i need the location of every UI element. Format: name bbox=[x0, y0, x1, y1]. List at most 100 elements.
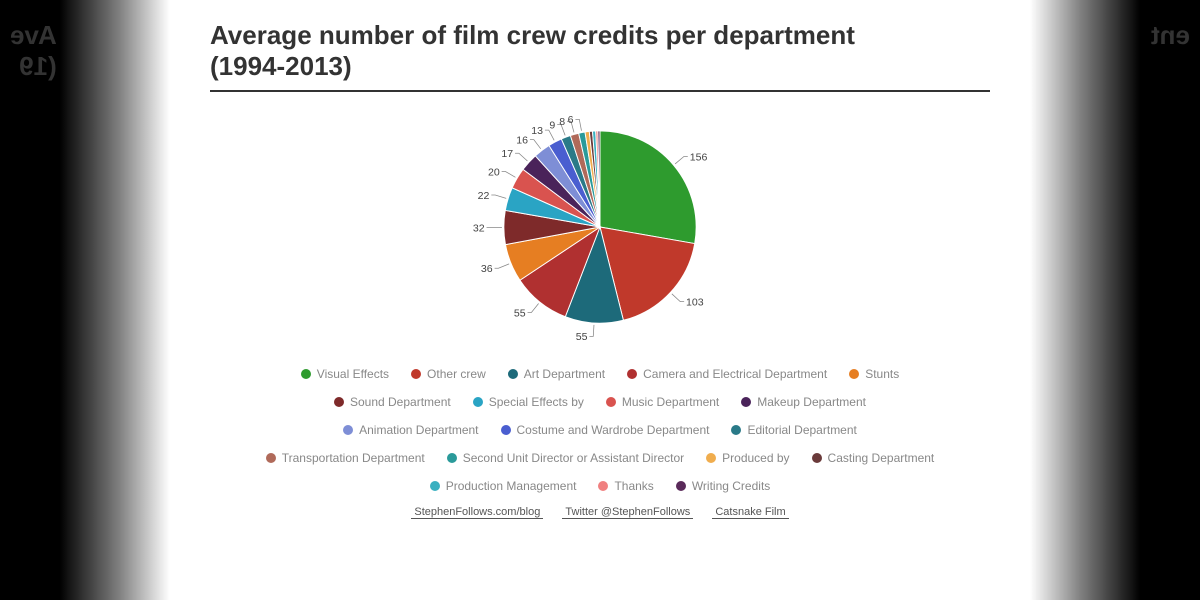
legend-item: Art Department bbox=[508, 362, 605, 386]
legend-label: Art Department bbox=[524, 362, 605, 386]
legend-label: Animation Department bbox=[359, 418, 478, 442]
slice-value-label: 8 bbox=[559, 117, 565, 129]
leader-line bbox=[575, 120, 581, 131]
leader-line bbox=[675, 157, 688, 164]
legend-swatch bbox=[741, 397, 751, 407]
legend-item: Costume and Wardrobe Department bbox=[501, 418, 710, 442]
legend-row: Transportation Department Second Unit Dir… bbox=[210, 446, 990, 470]
mirror-text-right: ent bbox=[1151, 20, 1190, 51]
legend-label: Visual Effects bbox=[317, 362, 389, 386]
legend-swatch bbox=[598, 481, 608, 491]
chart-title: Average number of film crew credits per … bbox=[210, 20, 990, 82]
legend-item: Produced by bbox=[706, 446, 789, 470]
legend-item: Sound Department bbox=[334, 390, 451, 414]
slice-value-label: 20 bbox=[488, 167, 500, 179]
leader-line bbox=[530, 140, 541, 149]
legend-item: Transportation Department bbox=[266, 446, 425, 470]
legend-label: Other crew bbox=[427, 362, 486, 386]
legend: Visual Effects Other crew Art Department Ca… bbox=[210, 362, 990, 498]
credit-3: Catsnake Film bbox=[712, 506, 788, 519]
legend-label: Special Effects by bbox=[489, 390, 584, 414]
slice-value-label: 55 bbox=[514, 308, 526, 320]
slice-value-label: 16 bbox=[516, 135, 528, 147]
legend-label: Makeup Department bbox=[757, 390, 866, 414]
legend-row: Visual Effects Other crew Art Department Ca… bbox=[210, 362, 990, 386]
legend-swatch bbox=[508, 369, 518, 379]
legend-swatch bbox=[706, 453, 716, 463]
legend-label: Transportation Department bbox=[282, 446, 425, 470]
mirror-text-left: Ave(19 bbox=[10, 20, 57, 82]
legend-swatch bbox=[411, 369, 421, 379]
leader-line bbox=[502, 172, 516, 178]
legend-label: Casting Department bbox=[828, 446, 935, 470]
legend-label: Editorial Department bbox=[747, 418, 856, 442]
legend-label: Stunts bbox=[865, 362, 899, 386]
legend-item: Casting Department bbox=[812, 446, 935, 470]
legend-swatch bbox=[343, 425, 353, 435]
pie-chart: 156 103 55 55 36 32 22 20171613 986 bbox=[210, 102, 990, 352]
legend-item: Production Management bbox=[430, 474, 577, 498]
legend-item: Animation Department bbox=[343, 418, 478, 442]
legend-item: Writing Credits bbox=[676, 474, 770, 498]
legend-item: Other crew bbox=[411, 362, 486, 386]
legend-item: Second Unit Director or Assistant Direct… bbox=[447, 446, 684, 470]
legend-item: Visual Effects bbox=[301, 362, 389, 386]
leader-line bbox=[491, 195, 506, 198]
pie-slice bbox=[600, 131, 696, 244]
legend-swatch bbox=[301, 369, 311, 379]
slice-value-label: 6 bbox=[568, 115, 574, 127]
legend-swatch bbox=[849, 369, 859, 379]
title-line-1: Average number of film crew credits per … bbox=[210, 20, 855, 50]
legend-item: Camera and Electrical Department bbox=[627, 362, 827, 386]
legend-swatch bbox=[676, 481, 686, 491]
legend-label: Produced by bbox=[722, 446, 789, 470]
credit-2: Twitter @StephenFollows bbox=[562, 506, 693, 519]
legend-label: Camera and Electrical Department bbox=[643, 362, 827, 386]
leader-line bbox=[589, 325, 594, 337]
legend-item: Stunts bbox=[849, 362, 899, 386]
slice-value-label: 36 bbox=[481, 263, 493, 275]
legend-label: Second Unit Director or Assistant Direct… bbox=[463, 446, 684, 470]
credits: StephenFollows.com/blog Twitter @Stephen… bbox=[210, 506, 990, 518]
legend-item: Special Effects by bbox=[473, 390, 584, 414]
leader-line bbox=[495, 264, 510, 268]
chart-card: Average number of film crew credits per … bbox=[170, 0, 1030, 600]
legend-item: Music Department bbox=[606, 390, 719, 414]
legend-swatch bbox=[501, 425, 511, 435]
legend-item: Makeup Department bbox=[741, 390, 866, 414]
slice-value-label: 13 bbox=[531, 125, 543, 137]
legend-row: Sound Department Special Effects by Music … bbox=[210, 390, 990, 414]
slice-value-label: 32 bbox=[473, 223, 485, 235]
slice-value-label: 55 bbox=[576, 332, 588, 344]
legend-swatch bbox=[627, 369, 637, 379]
leader-line bbox=[515, 154, 527, 162]
slice-value-label: 17 bbox=[501, 148, 513, 160]
legend-swatch bbox=[447, 453, 457, 463]
legend-swatch bbox=[334, 397, 344, 407]
slice-value-label: 9 bbox=[549, 120, 555, 132]
legend-swatch bbox=[606, 397, 616, 407]
legend-label: Music Department bbox=[622, 390, 719, 414]
legend-swatch bbox=[731, 425, 741, 435]
legend-swatch bbox=[812, 453, 822, 463]
legend-row: Production Management Thanks Writing Credi… bbox=[210, 474, 990, 498]
legend-item: Editorial Department bbox=[731, 418, 856, 442]
slice-value-label: 156 bbox=[690, 152, 708, 164]
legend-label: Sound Department bbox=[350, 390, 451, 414]
legend-swatch bbox=[266, 453, 276, 463]
legend-label: Costume and Wardrobe Department bbox=[517, 418, 710, 442]
title-rule bbox=[210, 90, 990, 92]
slice-value-label: 103 bbox=[686, 297, 704, 309]
legend-row: Animation Department Costume and Wardrobe… bbox=[210, 418, 990, 442]
leader-line bbox=[528, 304, 539, 313]
credit-1: StephenFollows.com/blog bbox=[411, 506, 543, 519]
leader-line bbox=[545, 130, 554, 140]
legend-item: Thanks bbox=[598, 474, 653, 498]
legend-label: Writing Credits bbox=[692, 474, 770, 498]
legend-swatch bbox=[430, 481, 440, 491]
leader-line bbox=[672, 294, 684, 302]
legend-label: Thanks bbox=[614, 474, 653, 498]
title-line-2: (1994-2013) bbox=[210, 51, 352, 81]
slice-value-label: 22 bbox=[478, 190, 490, 202]
legend-label: Production Management bbox=[446, 474, 577, 498]
